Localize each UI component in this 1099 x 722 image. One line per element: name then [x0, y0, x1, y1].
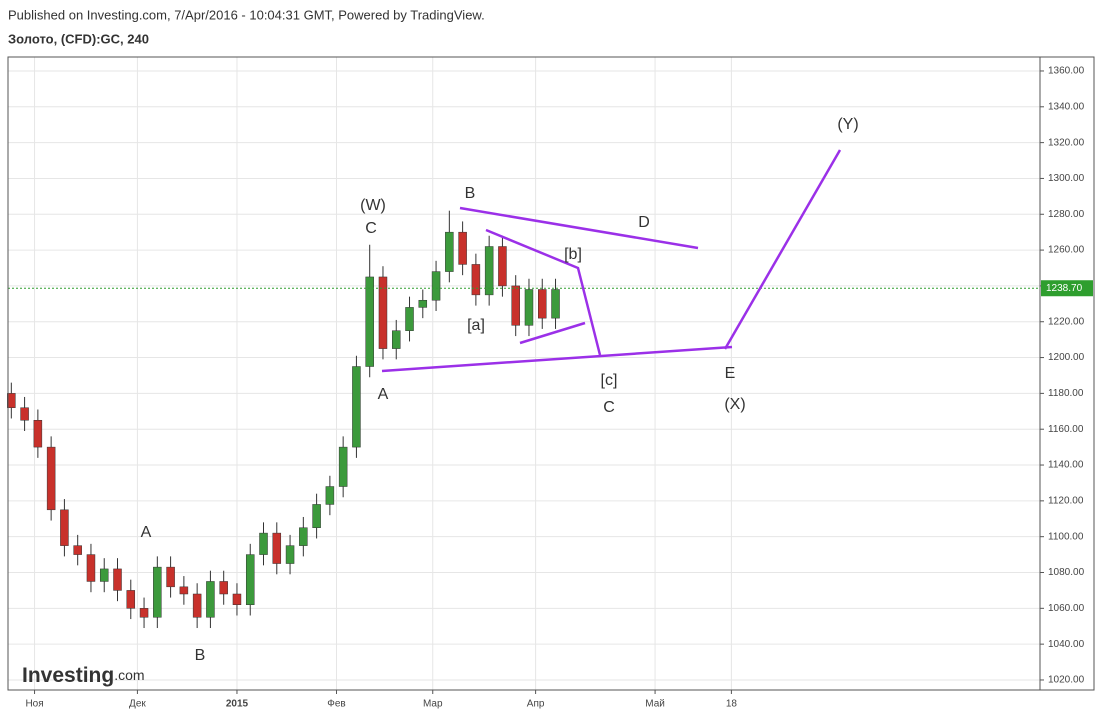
wave-label: [b] — [564, 246, 582, 263]
y-tick-label: 1280.00 — [1048, 209, 1085, 220]
candle-body — [338, 446, 348, 487]
candle-body — [325, 486, 335, 505]
wave-label: [c] — [601, 372, 618, 389]
y-tick-label: 1360.00 — [1048, 66, 1085, 77]
candle-body — [511, 285, 520, 326]
wave-label: A — [141, 524, 152, 541]
candle-body — [33, 419, 43, 448]
candle-body — [524, 289, 534, 326]
candle-body — [498, 246, 507, 287]
y-tick-label: 1160.00 — [1048, 424, 1084, 435]
y-tick-label: 1140.00 — [1048, 460, 1084, 471]
candle-body — [206, 581, 215, 618]
candle-body — [20, 407, 29, 421]
candle-body — [405, 307, 414, 331]
candles: 1238.70 — [7, 210, 1093, 629]
y-tick-label: 1320.00 — [1048, 137, 1085, 148]
y-tick-label: 1260.00 — [1048, 245, 1085, 256]
last-price-label: 1238.70 — [1046, 283, 1083, 294]
candle-body — [99, 568, 109, 582]
candle-body — [352, 366, 361, 448]
y-tick-label: 1120.00 — [1048, 495, 1084, 506]
candle-body — [551, 289, 560, 319]
wave-lines — [381, 149, 842, 373]
wave-line — [519, 321, 586, 345]
candle-body — [285, 545, 295, 564]
y-tick-label: 1220.00 — [1048, 316, 1085, 327]
wave-label: (W) — [360, 197, 386, 214]
grid: 1020.00 1040.00 1060.00 1080.00 1100.00 1120.… — [8, 57, 1085, 710]
y-tick-label: 1020.00 — [1048, 675, 1085, 686]
candle-body — [60, 509, 69, 546]
candle-body — [378, 276, 388, 349]
candle-body — [113, 568, 122, 591]
published-note: Published on Investing.com, 7/Apr/2016 -… — [8, 7, 485, 22]
candle-body — [153, 566, 162, 618]
y-tick-label: 1060.00 — [1048, 603, 1085, 614]
y-tick-label: 1040.00 — [1048, 639, 1085, 650]
x-tick-label: Фев — [327, 699, 345, 710]
y-tick-label: 1100.00 — [1048, 531, 1084, 542]
last-price-box — [1041, 280, 1093, 297]
wave-line — [459, 206, 699, 250]
wave-label: (Y) — [837, 116, 858, 133]
candle-body — [86, 554, 96, 582]
candle-body — [232, 593, 242, 605]
candle-body — [192, 593, 202, 618]
candle-body — [299, 527, 308, 546]
candle-body — [7, 393, 16, 408]
candle-body — [538, 289, 547, 319]
wave-label: B — [195, 647, 206, 664]
candle-body — [484, 246, 494, 296]
x-tick-label: 2015 — [226, 699, 249, 710]
candle-body — [458, 231, 467, 265]
candle-body — [391, 330, 401, 349]
wave-line — [381, 345, 733, 373]
candle-body — [245, 554, 255, 605]
wave-label: B — [465, 185, 476, 202]
candle-body — [418, 299, 428, 308]
x-tick-label: Дек — [129, 699, 146, 710]
instrument-title: Золото, (CFD):GC, 240 — [8, 31, 149, 46]
x-tick-label: Мар — [423, 699, 443, 710]
wave-label: A — [378, 386, 389, 403]
x-tick-label: 18 — [726, 699, 738, 710]
candle-body — [219, 581, 228, 595]
wave-label: [a] — [467, 317, 485, 334]
x-tick-label: Апр — [527, 699, 545, 710]
candle-body — [445, 231, 454, 272]
y-tick-label: 1300.00 — [1048, 173, 1085, 184]
y-tick-label: 1200.00 — [1048, 352, 1085, 363]
candle-body — [73, 545, 82, 555]
wave-line — [485, 228, 602, 356]
y-tick-label: 1080.00 — [1048, 567, 1085, 578]
wave-label: (X) — [724, 396, 745, 413]
wave-label: C — [365, 220, 377, 237]
candle-body — [126, 590, 136, 609]
candle-body — [139, 608, 149, 618]
wave-labels: (W) C A B D [b] [a] [c] C E (X) (Y) A B — [141, 116, 859, 664]
x-tick-label: Май — [645, 699, 665, 710]
candle-body — [431, 271, 441, 301]
candle-body — [365, 276, 374, 367]
y-tick-label: 1180.00 — [1048, 388, 1084, 399]
candle-body — [471, 264, 481, 296]
wave-label: C — [603, 399, 615, 416]
candle-body — [46, 446, 56, 511]
wave-line — [723, 149, 842, 350]
wave-label: E — [725, 365, 736, 382]
candle-body — [179, 586, 189, 595]
logo: Investing.com — [22, 664, 145, 687]
candle-body — [312, 504, 321, 528]
x-tick-label: Ноя — [25, 699, 43, 710]
y-tick-label: 1340.00 — [1048, 101, 1085, 112]
candle-body — [166, 566, 175, 588]
candle-body — [259, 532, 268, 555]
wave-label: D — [638, 214, 650, 231]
candle-body — [272, 532, 282, 564]
